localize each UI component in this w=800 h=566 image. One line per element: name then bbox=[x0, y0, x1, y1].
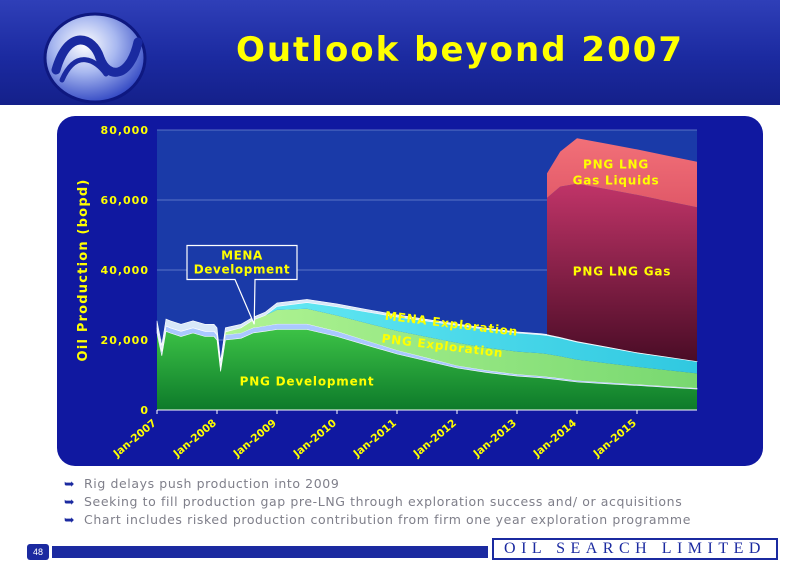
slide-title: Outlook beyond 2007 bbox=[235, 30, 685, 70]
oil-search-logo-icon bbox=[43, 12, 147, 104]
area-mena-development bbox=[156, 299, 698, 368]
area-png-exploration bbox=[157, 308, 697, 389]
x-tick-label: Jan-2013 bbox=[471, 417, 519, 460]
bullet-item: ➥ Seeking to fill production gap pre-LNG … bbox=[64, 494, 784, 509]
area-png-development bbox=[157, 329, 697, 410]
callout-box bbox=[186, 244, 298, 325]
bullet-arrow-icon: ➥ bbox=[64, 494, 76, 509]
callout-label: MENA bbox=[221, 249, 263, 263]
brand-wordmark: OIL SEARCH LIMITED bbox=[492, 538, 778, 560]
area-png-lng-gas-liquids bbox=[547, 138, 697, 208]
x-tick-label: Jan-2008 bbox=[171, 417, 219, 460]
y-axis-label: Oil Production (bopd) bbox=[76, 179, 91, 362]
x-tick-label: Jan-2012 bbox=[411, 417, 459, 460]
y-tick-label: 80,000 bbox=[101, 124, 149, 137]
x-tick-label: Jan-2011 bbox=[351, 417, 399, 460]
footer-bar bbox=[52, 546, 488, 558]
x-tick-label: Jan-2009 bbox=[231, 417, 279, 460]
series-label: PNG LNG bbox=[583, 158, 649, 172]
series-label: Gas Liquids bbox=[573, 173, 660, 187]
y-tick-label: 20,000 bbox=[101, 334, 149, 347]
area-png-lng-gas bbox=[547, 183, 697, 362]
bullet-text: Rig delays push production into 2009 bbox=[84, 476, 340, 491]
bullet-arrow-icon: ➥ bbox=[64, 512, 76, 527]
bullet-list: ➥ Rig delays push production into 2009 ➥ S… bbox=[64, 476, 784, 530]
bullet-arrow-icon: ➥ bbox=[64, 476, 76, 491]
page-number: 48 bbox=[27, 544, 49, 560]
production-chart: 0 20,000 40,000 60,000 80,000 Jan-2007 Jan-200… bbox=[76, 124, 698, 460]
x-tick-label: Jan-2015 bbox=[591, 417, 639, 460]
x-tick-label: Jan-2014 bbox=[531, 417, 579, 460]
y-tick-label: 60,000 bbox=[101, 194, 149, 207]
bullet-text: Chart includes risked production contrib… bbox=[84, 512, 692, 527]
x-tick-label: Jan-2007 bbox=[111, 417, 159, 460]
bullet-item: ➥ Rig delays push production into 2009 bbox=[64, 476, 784, 491]
bullet-item: ➥ Chart includes risked production contri… bbox=[64, 512, 784, 527]
area-base-band bbox=[156, 323, 698, 390]
area-mena-exploration bbox=[157, 302, 697, 374]
y-tick-label: 40,000 bbox=[101, 264, 149, 277]
series-label: PNG LNG Gas bbox=[573, 264, 671, 278]
y-tick-label: 0 bbox=[140, 404, 149, 417]
title-banner: Outlook beyond 2007 bbox=[0, 0, 780, 105]
series-label: PNG Development bbox=[240, 375, 375, 389]
x-tick-label: Jan-2010 bbox=[291, 417, 339, 460]
bullet-text: Seeking to fill production gap pre-LNG t… bbox=[84, 494, 683, 509]
callout-label: Development bbox=[194, 263, 291, 277]
